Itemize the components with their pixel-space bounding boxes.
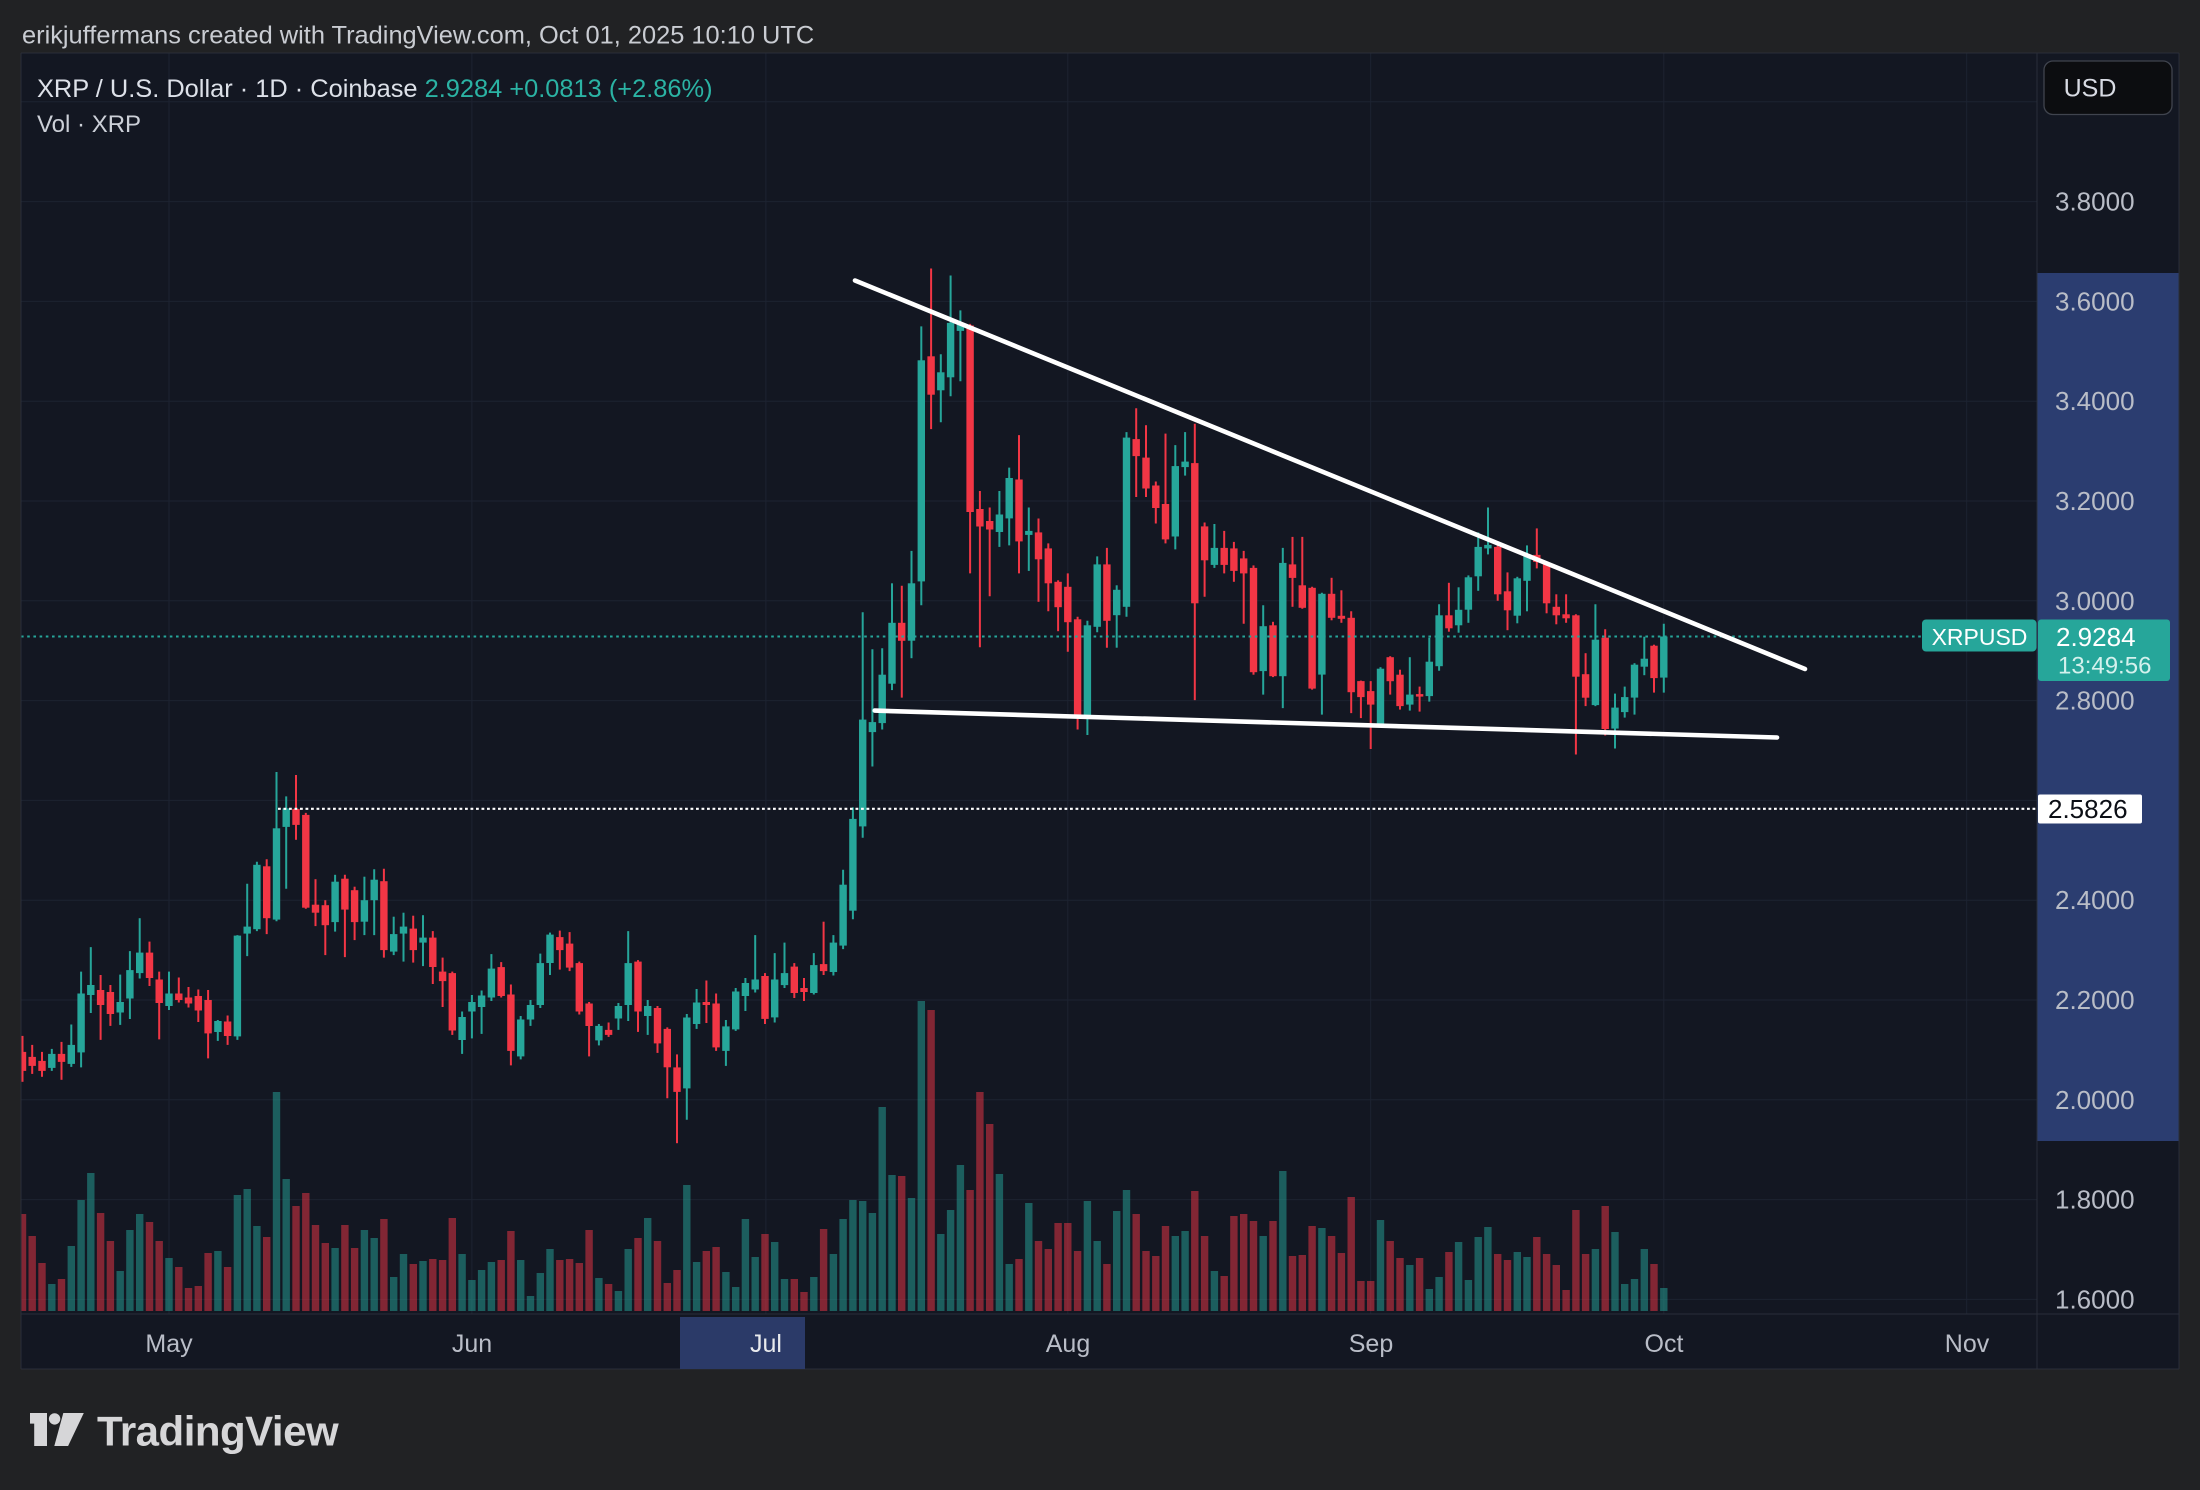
svg-text:1.8000: 1.8000: [2055, 1185, 2135, 1215]
svg-text:TradingView: TradingView: [97, 1408, 339, 1455]
svg-text:3.0000: 3.0000: [2055, 586, 2135, 616]
svg-text:1.6000: 1.6000: [2055, 1284, 2135, 1314]
svg-text:3.8000: 3.8000: [2055, 187, 2135, 217]
svg-text:USD: USD: [2064, 75, 2117, 103]
svg-text:Oct: Oct: [1645, 1330, 1684, 1358]
svg-text:Nov: Nov: [1945, 1330, 1990, 1358]
svg-text:Sep: Sep: [1349, 1330, 1393, 1358]
svg-text:May: May: [145, 1330, 193, 1358]
svg-text:XRPUSD: XRPUSD: [1932, 624, 2028, 650]
svg-text:Jun: Jun: [452, 1330, 492, 1358]
svg-text:2.2000: 2.2000: [2055, 985, 2135, 1015]
svg-text:Jul: Jul: [750, 1330, 782, 1358]
svg-text:13:49:56: 13:49:56: [2058, 653, 2151, 680]
svg-text:Vol · XRP: Vol · XRP: [37, 111, 141, 138]
svg-text:erikjuffermans created with Tr: erikjuffermans created with TradingView.…: [22, 22, 814, 50]
svg-text:2.5826: 2.5826: [2048, 794, 2128, 824]
svg-text:3.6000: 3.6000: [2055, 286, 2135, 316]
svg-text:2.8000: 2.8000: [2055, 686, 2135, 716]
svg-text:Aug: Aug: [1046, 1330, 1090, 1358]
svg-text:3.4000: 3.4000: [2055, 386, 2135, 416]
svg-text:2.0000: 2.0000: [2055, 1085, 2135, 1115]
svg-text:2.4000: 2.4000: [2055, 885, 2135, 915]
svg-text:3.2000: 3.2000: [2055, 486, 2135, 516]
svg-text:2.9284: 2.9284: [2056, 622, 2136, 652]
svg-text:XRP / U.S. Dollar · 1D · Coinb: XRP / U.S. Dollar · 1D · Coinbase 2.9284…: [37, 75, 713, 103]
